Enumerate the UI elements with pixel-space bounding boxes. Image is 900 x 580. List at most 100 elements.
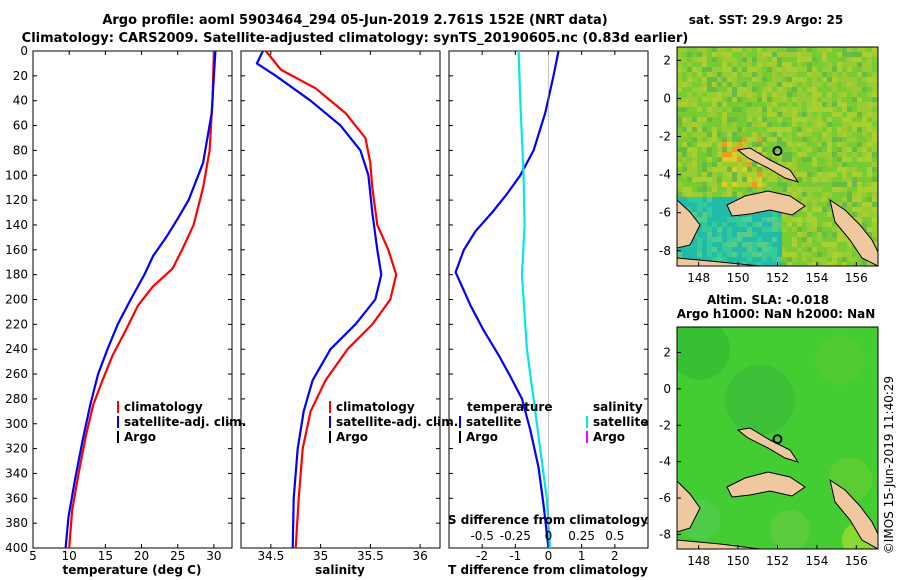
new-britain-land bbox=[726, 471, 806, 498]
x-tick-label: 0 bbox=[545, 549, 553, 563]
depth-tick-label: 180 bbox=[5, 268, 28, 282]
x-tick-label: -2 bbox=[476, 549, 488, 563]
new-ireland-land bbox=[736, 427, 800, 463]
x-tick-label: 35.5 bbox=[357, 549, 384, 563]
map-y-tick-label: -2 bbox=[659, 130, 671, 144]
imos-timestamp: ©IMOS 15-Jun-2019 11:40:29 bbox=[882, 376, 896, 554]
map-y-tick-label: -6 bbox=[659, 206, 671, 220]
x-tick-label: 25 bbox=[170, 549, 185, 563]
legend-argo-label: Argo bbox=[124, 430, 156, 444]
map-y-tick-label: -2 bbox=[659, 418, 671, 432]
legend-temperature-title: temperature bbox=[467, 400, 552, 414]
depth-tick-label: 220 bbox=[5, 317, 28, 331]
x-tick-label: 34.5 bbox=[257, 549, 284, 563]
salinity-legend: climatology satellite-adj. clim. Argo bbox=[329, 400, 458, 444]
legend-s-argo-label: Argo bbox=[593, 430, 625, 444]
s-tick-label: -0.25 bbox=[500, 529, 531, 543]
series-climatology bbox=[265, 50, 398, 549]
legend-t-argo-label: Argo bbox=[466, 430, 498, 444]
x-tick-label: 5 bbox=[29, 549, 37, 563]
solomon-land bbox=[829, 198, 878, 266]
map-x-tick-label: 150 bbox=[727, 554, 750, 568]
map-x-tick-label: 156 bbox=[845, 554, 868, 568]
s-difference-ticks: -0.5 -0.25 0 0.25 0.5 bbox=[470, 529, 624, 543]
map-y-tick-label: 2 bbox=[663, 53, 671, 67]
profile-curves bbox=[64, 50, 560, 549]
figure-title-line2: Climatology: CARS2009. Satellite-adjuste… bbox=[22, 31, 689, 46]
depth-tick-label: 40 bbox=[13, 94, 28, 108]
legend-salinity-title: salinity bbox=[593, 400, 643, 414]
map-y-tick-label: -8 bbox=[659, 527, 671, 541]
map-y-tick-label: -8 bbox=[659, 244, 671, 258]
s-tick-label: 0.25 bbox=[568, 529, 595, 543]
legend-s-satellite-label: satellite bbox=[593, 415, 648, 429]
sla-map-ticks: 148 150 152 154 156 2 0 -2 -4 -6 -8 bbox=[659, 345, 868, 568]
depth-tick-label: 20 bbox=[13, 69, 28, 83]
depth-tick-label: 200 bbox=[5, 293, 28, 307]
map-x-tick-label: 152 bbox=[766, 271, 789, 285]
series-satellite-adj-clim- bbox=[255, 50, 383, 549]
difference-legend: temperature salinity satellite Argo sate… bbox=[459, 400, 648, 444]
depth-tick-label: 280 bbox=[5, 392, 28, 406]
depth-tick-label: 380 bbox=[5, 516, 28, 530]
sla-map-title-line1: Altim. SLA: -0.018 bbox=[707, 293, 829, 307]
series-salinity-satellite bbox=[517, 50, 552, 549]
map-x-tick-label: 148 bbox=[687, 271, 710, 285]
map-y-tick-label: -4 bbox=[659, 168, 671, 182]
map-x-tick-label: 148 bbox=[687, 554, 710, 568]
x-tick-label: 1 bbox=[578, 549, 586, 563]
float-position-marker bbox=[772, 145, 783, 156]
depth-tick-label: 160 bbox=[5, 243, 28, 257]
depth-tick-label: 400 bbox=[5, 541, 28, 555]
salinity-xlabel: salinity bbox=[315, 563, 365, 577]
depth-tick-label: 240 bbox=[5, 342, 28, 356]
depth-tick-label: 80 bbox=[13, 143, 28, 157]
float-position-marker bbox=[772, 434, 783, 445]
x-tick-label: 36 bbox=[412, 549, 427, 563]
series-satellite-adj-clim- bbox=[64, 50, 217, 549]
x-tick-label: -1 bbox=[509, 549, 521, 563]
land-masses bbox=[677, 427, 878, 549]
s-tick-label: -0.5 bbox=[470, 529, 493, 543]
depth-tick-label: 100 bbox=[5, 168, 28, 182]
figure-title-line1: Argo profile: aoml 5903464_294 05-Jun-20… bbox=[102, 13, 607, 28]
legend-climatology-label: climatology bbox=[124, 400, 203, 414]
depth-tick-label: 360 bbox=[5, 491, 28, 505]
legend-climatology-label: climatology bbox=[336, 400, 415, 414]
map-y-tick-label: -4 bbox=[659, 455, 671, 469]
sst-map-field bbox=[677, 47, 878, 266]
series-climatology bbox=[68, 50, 215, 549]
map-x-tick-label: 154 bbox=[805, 271, 828, 285]
x-tick-label: 35 bbox=[313, 549, 328, 563]
sst-map-ticks: 148 150 152 154 156 2 0 -2 -4 -6 -8 bbox=[659, 53, 868, 285]
temperature-axes bbox=[32, 50, 233, 549]
solomon-land bbox=[829, 478, 878, 549]
s-tick-label: 0 bbox=[545, 529, 553, 543]
new-guinea-land bbox=[677, 480, 701, 533]
temperature-xlabel: temperature (deg C) bbox=[63, 563, 202, 577]
depth-tick-label: 0 bbox=[20, 44, 28, 58]
depth-tick-label: 300 bbox=[5, 417, 28, 431]
s-difference-label: S difference from climatology bbox=[448, 513, 648, 527]
axes-ticks: 0204060801001201401601802002202402602803… bbox=[5, 44, 648, 563]
x-tick-label: 10 bbox=[62, 549, 77, 563]
x-tick-label: 15 bbox=[98, 549, 113, 563]
depth-tick-label: 340 bbox=[5, 466, 28, 480]
sla-map-title-line2: Argo h1000: NaN h2000: NaN bbox=[677, 307, 876, 321]
south-land bbox=[677, 539, 761, 549]
map-y-tick-label: -6 bbox=[659, 491, 671, 505]
map-x-tick-label: 150 bbox=[727, 271, 750, 285]
map-y-tick-label: 2 bbox=[663, 345, 671, 359]
map-y-tick-label: 0 bbox=[663, 382, 671, 396]
depth-tick-label: 140 bbox=[5, 218, 28, 232]
map-x-tick-label: 152 bbox=[766, 554, 789, 568]
sst-map-title: sat. SST: 29.9 Argo: 25 bbox=[689, 13, 843, 27]
legend-satellite-label: satellite-adj. clim. bbox=[124, 415, 246, 429]
new-britain-land bbox=[726, 190, 806, 217]
sla-map-field bbox=[677, 327, 878, 549]
legend-argo-label: Argo bbox=[336, 430, 368, 444]
legend-satellite-label: satellite-adj. clim. bbox=[336, 415, 458, 429]
depth-tick-label: 260 bbox=[5, 367, 28, 381]
depth-tick-label: 60 bbox=[13, 119, 28, 133]
